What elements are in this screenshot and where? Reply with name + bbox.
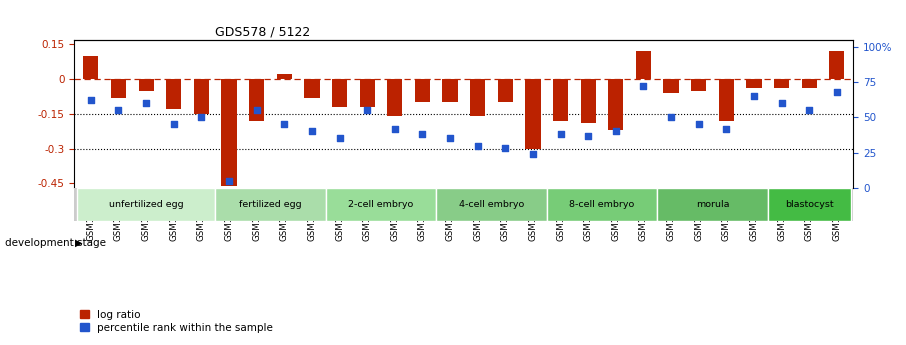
Point bbox=[333, 136, 347, 141]
Bar bbox=[546, 188, 657, 221]
Bar bbox=[111, 79, 126, 98]
Bar bbox=[442, 79, 458, 102]
Text: fertilized egg: fertilized egg bbox=[239, 200, 302, 209]
Point bbox=[360, 108, 374, 113]
Bar bbox=[139, 79, 154, 91]
Point bbox=[194, 115, 208, 120]
Bar bbox=[221, 79, 236, 186]
Bar bbox=[470, 79, 486, 116]
Point bbox=[277, 121, 292, 127]
Bar bbox=[774, 79, 789, 88]
Point bbox=[249, 108, 264, 113]
Bar bbox=[636, 51, 651, 79]
Bar bbox=[166, 79, 181, 109]
Point bbox=[498, 146, 513, 151]
Text: 4-cell embryo: 4-cell embryo bbox=[458, 200, 525, 209]
Point bbox=[470, 143, 485, 148]
Point bbox=[664, 115, 679, 120]
Bar bbox=[326, 188, 437, 221]
Point bbox=[581, 133, 595, 138]
Bar bbox=[608, 79, 623, 130]
Point bbox=[167, 121, 181, 127]
Point bbox=[609, 129, 623, 134]
Bar bbox=[216, 188, 326, 221]
Text: blastocyst: blastocyst bbox=[785, 200, 834, 209]
Bar bbox=[194, 79, 209, 114]
Point bbox=[443, 136, 458, 141]
Point bbox=[83, 98, 98, 103]
Point bbox=[830, 89, 844, 95]
Bar bbox=[802, 79, 817, 88]
Legend: log ratio, percentile rank within the sample: log ratio, percentile rank within the sa… bbox=[80, 310, 273, 333]
Point bbox=[775, 100, 789, 106]
Text: 8-cell embryo: 8-cell embryo bbox=[569, 200, 634, 209]
Bar bbox=[387, 79, 402, 116]
Point bbox=[554, 131, 568, 137]
Point bbox=[415, 131, 429, 137]
Point bbox=[802, 108, 816, 113]
Point bbox=[525, 151, 540, 157]
Bar bbox=[77, 188, 216, 221]
Bar bbox=[553, 79, 568, 121]
Point bbox=[222, 178, 236, 184]
Bar bbox=[767, 188, 851, 221]
Bar bbox=[360, 79, 375, 107]
Bar bbox=[525, 79, 541, 148]
Point bbox=[139, 100, 153, 106]
Bar bbox=[657, 188, 767, 221]
Bar bbox=[747, 79, 762, 88]
Bar bbox=[304, 79, 320, 98]
Point bbox=[304, 129, 319, 134]
Bar bbox=[718, 79, 734, 121]
Bar bbox=[663, 79, 679, 93]
Bar bbox=[437, 188, 546, 221]
Bar bbox=[581, 79, 596, 123]
Point bbox=[636, 83, 651, 89]
Bar bbox=[249, 79, 265, 121]
Text: ▶: ▶ bbox=[75, 238, 82, 248]
Text: unfertilized egg: unfertilized egg bbox=[109, 200, 183, 209]
Text: GDS578 / 5122: GDS578 / 5122 bbox=[215, 26, 310, 39]
Text: 2-cell embryo: 2-cell embryo bbox=[349, 200, 414, 209]
Bar bbox=[276, 75, 292, 79]
Bar bbox=[83, 56, 99, 79]
Bar bbox=[829, 51, 844, 79]
Point bbox=[747, 93, 761, 99]
Point bbox=[111, 108, 126, 113]
Bar bbox=[415, 79, 430, 102]
Bar bbox=[691, 79, 707, 91]
Text: morula: morula bbox=[696, 200, 729, 209]
Point bbox=[719, 126, 734, 131]
Point bbox=[388, 126, 402, 131]
Text: development stage: development stage bbox=[5, 238, 105, 248]
Point bbox=[691, 121, 706, 127]
Bar bbox=[497, 79, 513, 102]
Bar bbox=[332, 79, 347, 107]
